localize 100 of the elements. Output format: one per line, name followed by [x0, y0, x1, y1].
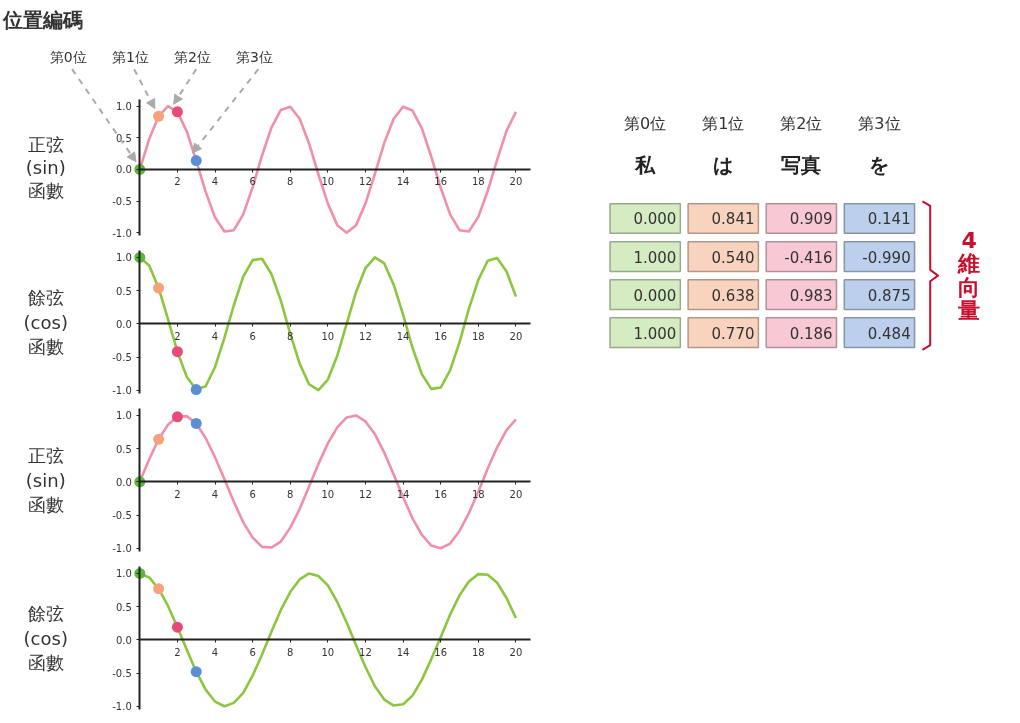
y-tick-label: 0.5: [115, 285, 132, 297]
text: は: [713, 153, 734, 178]
x-tick-label: 10: [321, 176, 335, 188]
x-tick-label: 8: [287, 176, 294, 188]
annotation: 第3位: [236, 48, 273, 65]
x-tick-label: 10: [321, 330, 335, 342]
x-tick-label: 16: [434, 646, 448, 658]
data-label: 0.186: [789, 324, 833, 343]
x-tick-label: 18: [471, 176, 485, 188]
point: [190, 384, 202, 396]
point: [171, 621, 183, 633]
y-tick-label: 0.5: [115, 132, 132, 144]
y-tick-label: 0.0: [115, 634, 132, 646]
x-tick-label: 20: [509, 646, 523, 658]
x-tick-label: 18: [471, 646, 485, 658]
x-tick-label: 14: [396, 176, 410, 188]
y-tick-label: -0.5: [112, 668, 132, 680]
text: を: [869, 153, 890, 178]
y-tick-label: 1.0: [115, 568, 132, 580]
x-tick-label: 8: [287, 646, 294, 658]
data-label: 0.875: [867, 286, 911, 305]
data-label: 0.000: [633, 210, 677, 229]
x-tick-label: 14: [396, 488, 410, 500]
point: [190, 417, 202, 429]
x-tick-label: 4: [211, 646, 219, 658]
y-tick-label: 0.0: [115, 164, 132, 176]
y-tick-label: 1.0: [115, 252, 132, 264]
x-tick-label: 4: [211, 488, 219, 500]
x-tick-label: 10: [321, 488, 335, 500]
data-label: 0.484: [867, 324, 911, 343]
text: 4維向量: [957, 228, 981, 324]
y-tick-label: -1.0: [112, 543, 132, 555]
category-label: 第0位: [624, 113, 667, 133]
x-tick-label: 12: [359, 646, 372, 658]
x-tick-label: 10: [321, 646, 335, 658]
text: 写真: [781, 153, 822, 178]
x-tick-label: 20: [509, 330, 523, 342]
x-tick-label: 20: [509, 488, 523, 500]
point: [171, 346, 183, 358]
point: [171, 411, 183, 423]
point: [190, 666, 202, 678]
data-label: 0.638: [711, 286, 755, 305]
data-label: 0.540: [711, 248, 755, 267]
x-tick-label: 2: [174, 330, 181, 342]
point: [190, 155, 202, 167]
data-label: 0.770: [711, 324, 755, 343]
x-tick-label: 2: [174, 176, 181, 188]
data-label: 0.000: [633, 286, 677, 305]
x-tick-label: 20: [509, 176, 523, 188]
x-tick-label: 4: [211, 330, 219, 342]
x-tick-label: 2: [174, 488, 181, 500]
x-tick-label: 18: [471, 488, 485, 500]
y-tick-label: 1.0: [115, 101, 132, 113]
x-tick-label: 14: [396, 646, 410, 658]
x-tick-label: 12: [359, 330, 372, 342]
data-label: 1.000: [633, 324, 677, 343]
category-label: 第2位: [780, 113, 823, 133]
x-tick-label: 18: [471, 330, 485, 342]
data-label: -0.990: [862, 248, 911, 267]
y-tick-label: 0.5: [115, 443, 132, 455]
x-tick-label: 2: [174, 646, 181, 658]
y-tick-label: 0.0: [115, 476, 132, 488]
x-tick-label: 6: [249, 330, 256, 342]
x-tick-label: 12: [359, 176, 372, 188]
point: [153, 110, 165, 122]
x-tick-label: 6: [249, 488, 256, 500]
annotation: 第1位: [111, 48, 149, 65]
category-label: 第1位: [702, 113, 745, 133]
y-tick-label: -1.0: [112, 227, 132, 239]
category-label: 第3位: [858, 113, 901, 133]
data-label: 0.841: [711, 210, 755, 229]
point: [153, 282, 165, 294]
x-tick-label: 6: [249, 646, 256, 658]
y-tick-label: 0.5: [115, 601, 132, 613]
y-tick-label: -0.5: [112, 510, 132, 522]
y-tick-label: 0.0: [115, 318, 132, 330]
data-label: 0.909: [789, 210, 833, 229]
data-label: 0.983: [789, 286, 833, 305]
annotation: 第2位: [174, 48, 211, 65]
y-axis-title: 餘弦 (cos) 函數: [23, 603, 68, 673]
x-tick-label: 4: [211, 176, 219, 188]
y-tick-label: -1.0: [112, 385, 132, 397]
y-tick-label: -0.5: [112, 352, 132, 364]
chart-title: 位置編碼: [1, 7, 83, 32]
annotation: 第0位: [49, 48, 87, 65]
y-tick-label: -1.0: [112, 701, 132, 713]
data-label: 0.141: [867, 210, 911, 229]
x-tick-label: 16: [434, 330, 448, 342]
data-label: 1.000: [633, 248, 677, 267]
y-tick-label: 1.0: [115, 410, 132, 422]
x-tick-label: 16: [434, 176, 448, 188]
x-tick-label: 14: [396, 330, 410, 342]
point: [171, 106, 183, 118]
y-axis-title: 正弦 (sin) 函數: [25, 445, 66, 515]
y-axis-title: 餘弦 (cos) 函數: [23, 287, 68, 357]
y-axis-title: 正弦 (sin) 函數: [25, 134, 66, 202]
x-tick-label: 6: [249, 176, 256, 188]
x-tick-label: 8: [287, 488, 294, 500]
point: [153, 433, 165, 445]
data-label: -0.416: [784, 248, 833, 267]
